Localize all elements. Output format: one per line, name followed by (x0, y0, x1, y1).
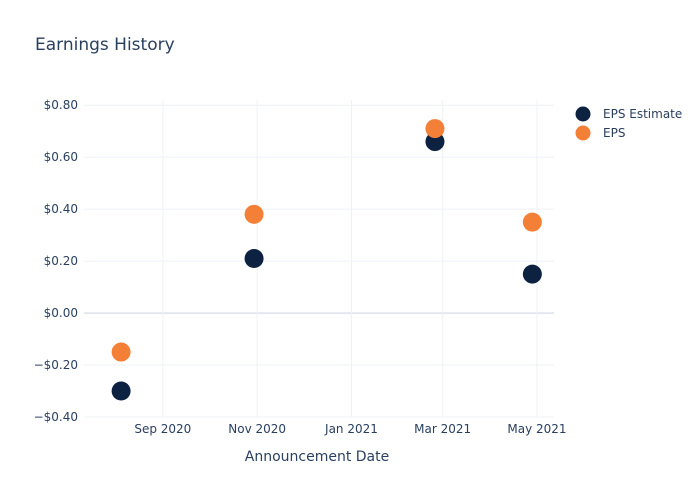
legend-swatch (575, 125, 591, 141)
legend-item-eps[interactable]: EPS (575, 125, 626, 141)
grid-layer (84, 100, 554, 418)
x-tick-label: Mar 2021 (414, 422, 471, 436)
legend[interactable]: EPS Estimate EPS (575, 106, 683, 141)
eps-estimate-point[interactable] (522, 264, 542, 284)
x-tick-label: Jan 2021 (324, 422, 378, 436)
x-tick-label: Sep 2020 (134, 422, 191, 436)
y-tick-label: $0.80 (44, 98, 78, 112)
eps-estimate-point[interactable] (111, 381, 131, 401)
x-axis-title: Announcement Date (245, 449, 389, 465)
points-layer (111, 119, 542, 401)
eps-point[interactable] (244, 204, 264, 224)
eps-point[interactable] (522, 212, 542, 232)
legend-label: EPS (603, 126, 625, 140)
legend-label: EPS Estimate (603, 107, 682, 121)
y-tick-label: $0.60 (44, 150, 78, 164)
chart-title: Earnings History (35, 35, 175, 55)
y-tick-label: −$0.20 (34, 358, 78, 372)
eps-estimate-point[interactable] (425, 132, 445, 152)
x-tick-label: Nov 2020 (228, 422, 286, 436)
y-tick-label: $0.00 (44, 306, 78, 320)
y-tick-label: −$0.40 (34, 410, 78, 424)
y-tick-label: $0.40 (44, 202, 78, 216)
eps-point[interactable] (425, 119, 445, 139)
x-tick-label: May 2021 (507, 422, 566, 436)
y-tick-label: $0.20 (44, 254, 78, 268)
eps-point[interactable] (111, 342, 131, 362)
x-axis-ticks: Sep 2020 Nov 2020 Jan 2021 Mar 2021 May 2021 (134, 422, 566, 436)
y-axis-ticks: $0.80 $0.60 $0.40 $0.20 $0.00 −$0.20 −$0.40 (34, 98, 78, 424)
legend-swatch (575, 106, 591, 122)
eps-estimate-point[interactable] (244, 249, 264, 268)
legend-item-eps-estimate[interactable]: EPS Estimate (575, 106, 683, 122)
